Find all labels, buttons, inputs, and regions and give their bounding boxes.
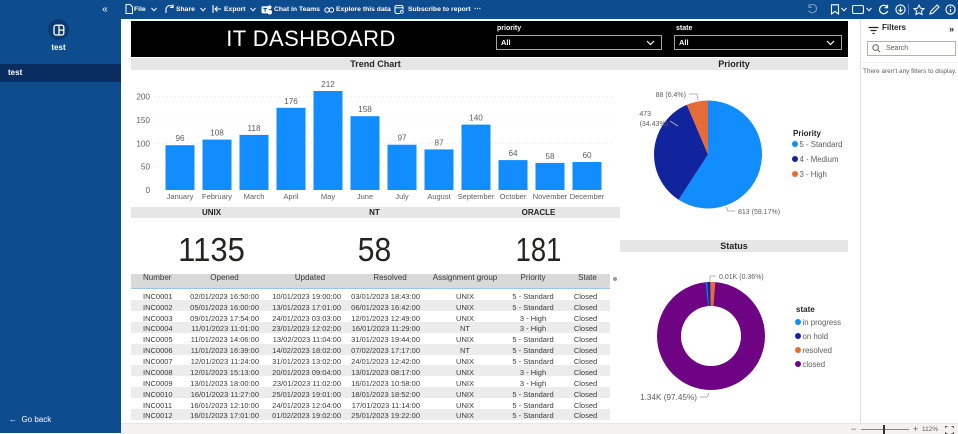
svg-text:87: 87 [434, 138, 444, 147]
svg-text:150: 150 [136, 116, 150, 125]
svg-text:118: 118 [247, 124, 260, 133]
svg-text:97: 97 [397, 134, 407, 143]
svg-text:May: May [321, 192, 335, 201]
svg-text:April: April [283, 192, 298, 201]
svg-text:64: 64 [508, 149, 518, 158]
svg-text:60: 60 [582, 151, 592, 160]
svg-text:resolved: resolved [803, 346, 832, 355]
svg-text:5 - Standard: 5 - Standard [800, 140, 843, 149]
svg-text:in progress: in progress [803, 318, 842, 327]
svg-text:January: January [167, 192, 194, 201]
svg-text:50: 50 [141, 163, 151, 172]
svg-text:473: 473 [639, 111, 651, 118]
svg-text:158: 158 [358, 105, 372, 114]
svg-text:0.01K (0.36%): 0.01K (0.36%) [719, 274, 764, 281]
svg-text:813 (59.17%): 813 (59.17%) [738, 209, 780, 216]
svg-text:212: 212 [321, 80, 335, 89]
svg-text:1.34K (97.45%): 1.34K (97.45%) [640, 393, 697, 402]
svg-text:June: June [357, 192, 373, 201]
svg-text:Priority: Priority [793, 129, 822, 138]
svg-text:March: March [244, 192, 265, 201]
svg-text:108: 108 [210, 129, 224, 138]
svg-text:November: November [533, 192, 568, 201]
svg-text:October: October [500, 192, 527, 201]
svg-text:closed: closed [803, 360, 826, 369]
svg-text:February: February [202, 192, 232, 201]
svg-text:100: 100 [136, 139, 150, 148]
svg-text:3 - High: 3 - High [800, 170, 827, 179]
svg-text:140: 140 [469, 114, 483, 123]
svg-text:state: state [796, 305, 815, 314]
svg-text:August: August [427, 192, 451, 201]
svg-text:200: 200 [136, 93, 150, 102]
svg-text:on hold: on hold [803, 332, 829, 341]
svg-text:(34.43%): (34.43%) [640, 121, 668, 128]
svg-text:4 - Medium: 4 - Medium [800, 155, 839, 164]
svg-text:September: September [458, 192, 495, 201]
svg-text:0: 0 [145, 186, 150, 195]
svg-text:176: 176 [284, 97, 298, 106]
svg-text:December: December [570, 192, 605, 201]
svg-text:July: July [395, 192, 409, 201]
svg-text:88 (6.4%): 88 (6.4%) [656, 92, 686, 99]
svg-text:58: 58 [545, 152, 555, 161]
svg-text:96: 96 [175, 134, 185, 143]
